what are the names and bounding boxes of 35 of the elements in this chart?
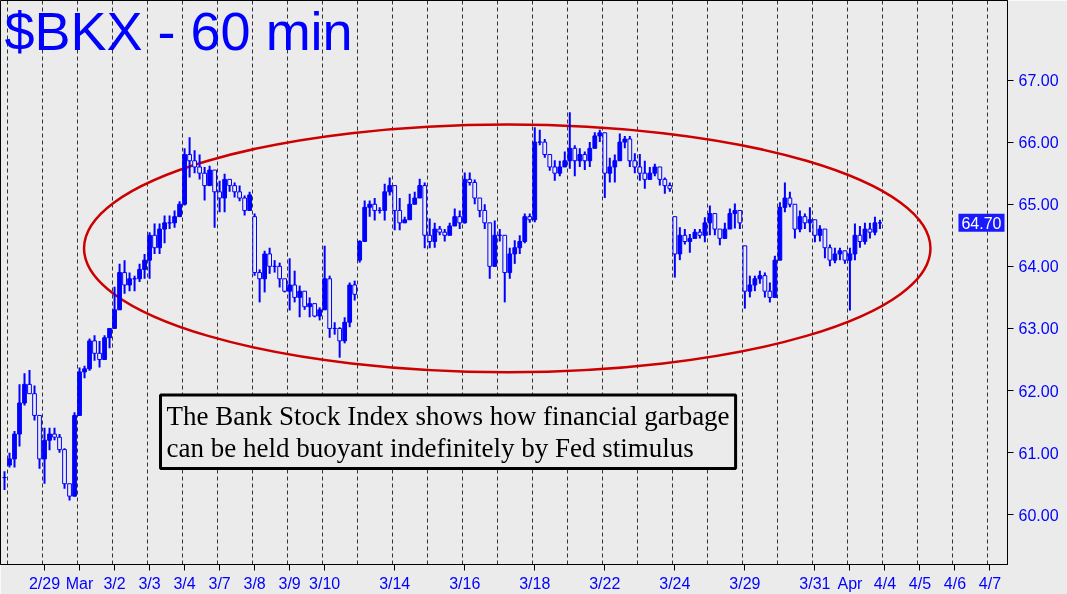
candlestick xyxy=(337,326,343,359)
x-tick-label: Mar xyxy=(65,574,94,592)
x-tick-label: 2/29 xyxy=(28,574,61,592)
y-tick-label: 60.00 xyxy=(1018,506,1059,524)
candlestick xyxy=(382,182,388,222)
x-tick-label: 3/18 xyxy=(519,574,551,592)
y-tick-label: 67.00 xyxy=(1018,72,1059,90)
candlestick xyxy=(277,261,283,289)
x-tick-label: 3/2 xyxy=(103,574,126,592)
x-tick-label: 4/7 xyxy=(978,574,1002,592)
x-tick-label: 3/7 xyxy=(208,574,231,592)
x-tick-label: 3/4 xyxy=(173,574,196,592)
y-tick-label: 63.00 xyxy=(1018,320,1059,338)
x-tick-label: 4/6 xyxy=(943,574,967,592)
y-tick-label: 65.00 xyxy=(1018,196,1059,214)
x-tick-label: 4/5 xyxy=(908,574,932,592)
x-tick-label: Apr xyxy=(837,574,864,592)
y-tick-label: 61.00 xyxy=(1018,444,1059,462)
x-tick-label: 3/10 xyxy=(309,574,341,592)
y-tick-label: 62.00 xyxy=(1018,382,1059,400)
x-tick-label: 3/16 xyxy=(449,574,481,592)
x-tick-label: 3/22 xyxy=(589,574,621,592)
annotation: The Bank Stock Index shows how financial garbage can be held buoyant indefinitely by Fed stimulus xyxy=(166,401,730,463)
y-tick-label: 66.00 xyxy=(1018,134,1059,152)
x-tick-label: 3/31 xyxy=(799,574,831,592)
x-tick-label: 3/8 xyxy=(243,574,266,592)
x-tick-label: 4/4 xyxy=(873,574,897,592)
x-tick-label: 3/29 xyxy=(729,574,761,592)
x-tick-label: 3/3 xyxy=(138,574,161,592)
x-tick-label: 3/24 xyxy=(659,574,691,592)
x-tick-label: 3/9 xyxy=(278,574,301,592)
x-tick-label: 3/14 xyxy=(379,574,411,592)
chart-title: $BKX - 60 min xyxy=(4,0,353,61)
y-tick-label: 64.00 xyxy=(1018,258,1059,276)
annotation: 64.70 xyxy=(961,214,1002,232)
